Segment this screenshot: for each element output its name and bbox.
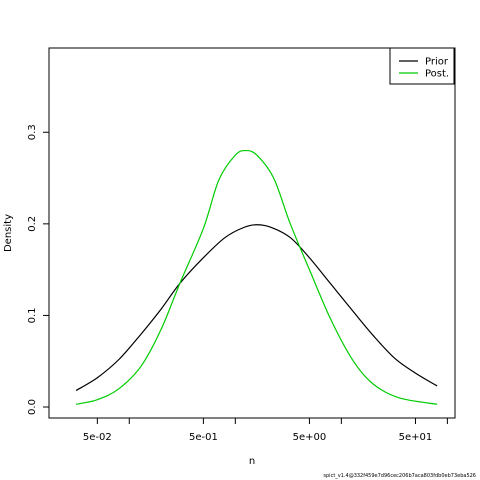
plot-frame: [48, 47, 456, 419]
x-axis: 5e-02 5e-01 5e+00 5e+01: [83, 418, 448, 443]
x-tick-label: 5e+00: [293, 432, 327, 443]
series-layer: [75, 149, 438, 405]
y-tick-label: 0.1: [27, 307, 38, 323]
y-tick-label: 0.2: [27, 216, 38, 232]
series-line-prior: [75, 224, 438, 392]
y-tick-label: 0.0: [27, 399, 38, 415]
x-tick-label: 5e-01: [189, 432, 218, 443]
x-tick-label: 5e-02: [83, 432, 112, 443]
legend-box: [389, 47, 455, 85]
legend-label-prior: Prior: [425, 57, 449, 68]
y-axis-label: Density: [3, 214, 14, 252]
x-tick-label: 5e+01: [399, 432, 433, 443]
legend-label-post: Post.: [425, 69, 449, 80]
footer-version: spict_v1.4@332f459e7d96cec206b7aca803fdb…: [323, 473, 476, 479]
y-axis: 0.0 0.1 0.2 0.3: [27, 124, 49, 415]
y-tick-label: 0.3: [27, 124, 38, 140]
x-axis-label: n: [249, 456, 255, 467]
series-line-post: [75, 149, 438, 405]
